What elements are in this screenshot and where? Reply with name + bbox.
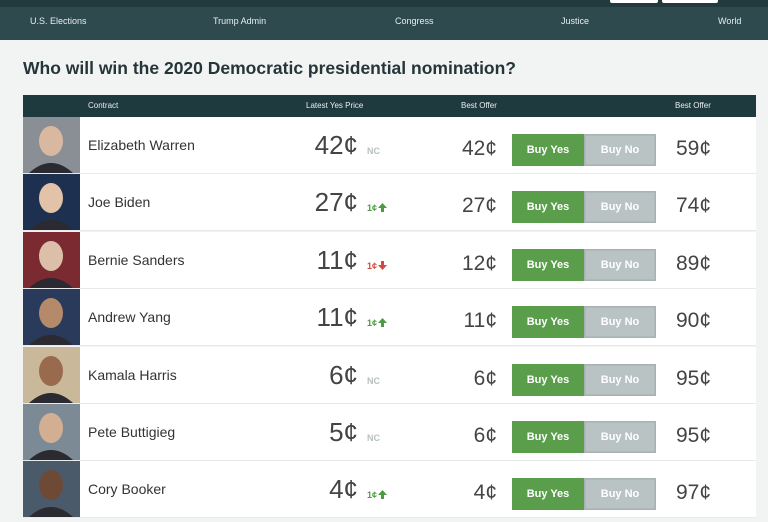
price-change: NC bbox=[367, 433, 380, 443]
best-offer-no: 59¢ bbox=[676, 137, 712, 160]
top-strip bbox=[0, 0, 768, 7]
best-offer-yes: 6¢ bbox=[473, 366, 497, 390]
nav-link[interactable]: Trump Admin bbox=[213, 16, 267, 26]
change-arrow bbox=[378, 318, 388, 328]
change-arrow bbox=[378, 203, 388, 213]
portrait bbox=[29, 355, 73, 403]
candidate-photo bbox=[23, 404, 80, 460]
buy-yes-button[interactable]: Buy Yes bbox=[512, 191, 584, 224]
header-button[interactable] bbox=[662, 0, 718, 3]
buy-yes-button[interactable]: Buy Yes bbox=[512, 134, 584, 166]
candidate-name: Kamala Harris bbox=[88, 366, 177, 383]
candidate-photo bbox=[23, 461, 80, 518]
candidate-name: Andrew Yang bbox=[88, 309, 171, 326]
candidate-photo bbox=[23, 231, 80, 288]
best-offer-no: 95¢ bbox=[676, 366, 712, 390]
buy-no-button[interactable]: Buy No bbox=[584, 363, 656, 396]
price-change: NC bbox=[367, 375, 380, 386]
portrait bbox=[29, 470, 73, 518]
buy-yes-button[interactable]: Buy Yes bbox=[512, 478, 584, 511]
header-button[interactable] bbox=[610, 0, 658, 3]
nav-link[interactable]: U.S. Elections bbox=[30, 16, 87, 26]
candidate-name: Pete Buttigieg bbox=[88, 424, 176, 440]
portrait bbox=[29, 240, 73, 288]
portrait bbox=[29, 126, 73, 173]
table-header bbox=[23, 95, 756, 117]
best-offer-yes: 11¢ bbox=[463, 309, 497, 333]
best-offer-yes: 42¢ bbox=[461, 137, 497, 160]
candidate-photo bbox=[23, 174, 80, 231]
column-header: Latest Yes Price bbox=[306, 101, 364, 110]
column-header: Best Offer bbox=[675, 101, 711, 110]
latest-yes-price: 27¢ bbox=[314, 187, 358, 218]
latest-yes-price: 11¢ bbox=[316, 302, 358, 333]
candidate-photo bbox=[23, 346, 80, 403]
portrait bbox=[29, 413, 73, 460]
change-arrow bbox=[378, 490, 388, 500]
candidate-photo bbox=[23, 117, 80, 173]
column-header: Contract bbox=[88, 101, 119, 110]
candidate-name: Cory Booker bbox=[88, 481, 166, 498]
candidate-name: Elizabeth Warren bbox=[88, 137, 195, 153]
buy-no-button[interactable]: Buy No bbox=[584, 134, 656, 166]
portrait bbox=[29, 298, 73, 346]
best-offer-no: 74¢ bbox=[676, 194, 712, 218]
buy-no-button[interactable]: Buy No bbox=[584, 421, 656, 453]
buy-no-button[interactable]: Buy No bbox=[584, 248, 656, 281]
nav-link[interactable]: Congress bbox=[395, 16, 434, 26]
candidate-photo bbox=[23, 289, 80, 346]
best-offer-no: 89¢ bbox=[676, 251, 712, 275]
price-change: 1¢ bbox=[367, 260, 388, 271]
best-offer-no: 97¢ bbox=[676, 481, 712, 505]
best-offer-no: 90¢ bbox=[676, 309, 712, 333]
price-change: 1¢ bbox=[367, 490, 388, 500]
price-change: 1¢ bbox=[367, 318, 388, 328]
candidate-name: Bernie Sanders bbox=[88, 251, 185, 268]
portrait bbox=[29, 183, 73, 231]
buy-yes-button[interactable]: Buy Yes bbox=[512, 363, 584, 396]
buy-yes-button[interactable]: Buy Yes bbox=[512, 306, 584, 339]
best-offer-yes: 12¢ bbox=[461, 251, 497, 275]
buy-yes-button[interactable]: Buy Yes bbox=[512, 248, 584, 281]
change-arrow bbox=[378, 260, 388, 270]
column-header: Best Offer bbox=[461, 101, 497, 110]
nav-link[interactable]: World bbox=[718, 16, 742, 26]
price-change: NC bbox=[367, 146, 380, 156]
best-offer-yes: 6¢ bbox=[473, 424, 497, 447]
best-offer-yes: 4¢ bbox=[473, 481, 497, 505]
latest-yes-price: 5¢ bbox=[329, 417, 358, 447]
buy-no-button[interactable]: Buy No bbox=[584, 191, 656, 224]
nav-link[interactable]: Justice bbox=[561, 16, 590, 26]
buy-no-button[interactable]: Buy No bbox=[584, 478, 656, 511]
price-change: 1¢ bbox=[367, 203, 388, 213]
latest-yes-price: 4¢ bbox=[329, 474, 358, 505]
page-title: Who will win the 2020 Democratic preside… bbox=[23, 58, 516, 78]
buy-no-button[interactable]: Buy No bbox=[584, 306, 656, 339]
buy-yes-button[interactable]: Buy Yes bbox=[512, 421, 584, 453]
latest-yes-price: 6¢ bbox=[329, 359, 358, 390]
latest-yes-price: 42¢ bbox=[314, 130, 358, 160]
latest-yes-price: 11¢ bbox=[316, 244, 358, 275]
best-offer-yes: 27¢ bbox=[461, 194, 497, 218]
candidate-name: Joe Biden bbox=[88, 194, 151, 211]
best-offer-no: 95¢ bbox=[676, 424, 712, 447]
